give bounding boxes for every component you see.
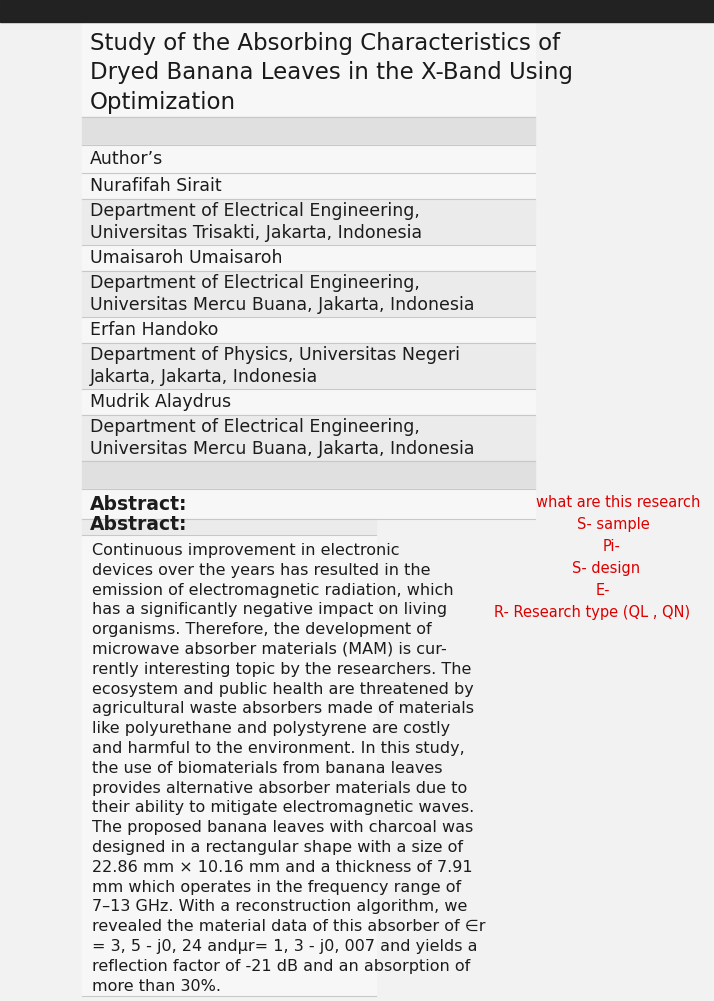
Text: R- Research type (QL , QN): R- Research type (QL , QN)	[494, 605, 690, 620]
Text: Study of the Absorbing Characteristics of
Dryed Banana Leaves in the X-Band Usin: Study of the Absorbing Characteristics o…	[90, 32, 573, 113]
Text: what are this research: what are this research	[536, 495, 700, 510]
Text: E-: E-	[595, 583, 610, 598]
Text: Erfan Handoko: Erfan Handoko	[90, 321, 218, 339]
Bar	[82, 489, 535, 519]
Bar	[82, 461, 535, 489]
Text: Department of Electrical Engineering,
Universitas Mercu Buana, Jakarta, Indonesi: Department of Electrical Engineering, Un…	[90, 418, 475, 457]
Text: Author’s: Author’s	[90, 150, 164, 168]
Bar	[82, 535, 376, 996]
Text: Pi-: Pi-	[602, 539, 620, 554]
Bar	[82, 22, 535, 117]
Bar	[82, 199, 535, 245]
Text: S- sample: S- sample	[577, 517, 650, 532]
Text: Mudrik Alaydrus: Mudrik Alaydrus	[90, 393, 231, 411]
Text: Department of Electrical Engineering,
Universitas Trisakti, Jakarta, Indonesia: Department of Electrical Engineering, Un…	[90, 202, 422, 242]
Text: Department of Physics, Universitas Negeri
Jakarta, Jakarta, Indonesia: Department of Physics, Universitas Neger…	[90, 346, 460, 385]
Bar	[0, 0, 714, 22]
Bar	[82, 271, 535, 317]
Bar	[82, 519, 376, 535]
Bar	[82, 389, 535, 415]
Bar	[82, 343, 535, 389]
Bar	[82, 117, 535, 145]
Bar	[82, 145, 535, 173]
Bar	[82, 415, 535, 461]
Text: S- design: S- design	[572, 561, 640, 576]
Text: Nurafifah Sirait: Nurafifah Sirait	[90, 177, 221, 195]
Bar	[82, 173, 535, 199]
Bar	[82, 317, 535, 343]
Text: Abstract:: Abstract:	[90, 515, 188, 534]
Bar	[82, 245, 535, 271]
Text: Department of Electrical Engineering,
Universitas Mercu Buana, Jakarta, Indonesi: Department of Electrical Engineering, Un…	[90, 274, 475, 313]
Text: Abstract:: Abstract:	[90, 494, 188, 514]
Text: Umaisaroh Umaisaroh: Umaisaroh Umaisaroh	[90, 249, 283, 267]
Text: Continuous improvement in electronic
devices over the years has resulted in the
: Continuous improvement in electronic dev…	[92, 543, 486, 994]
